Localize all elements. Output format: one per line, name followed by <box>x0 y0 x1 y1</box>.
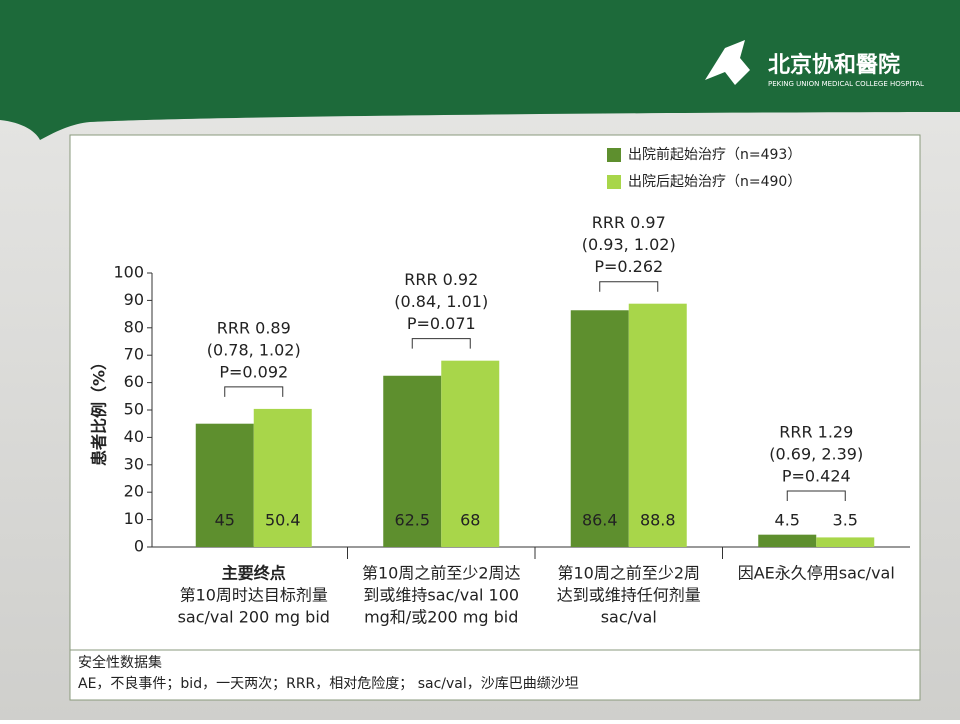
value-label: 50.4 <box>265 511 301 530</box>
bar <box>816 537 875 547</box>
footer-text: AE，不良事件；bid，一天两次；RRR，相对危险度； sac/val，沙库巴曲… <box>78 676 579 692</box>
rrr-annotation: (0.69, 2.39) <box>769 445 863 464</box>
rrr-bracket <box>411 338 471 349</box>
rrr-bracket <box>224 386 284 397</box>
y-tick-label: 90 <box>124 290 144 309</box>
y-tick-label: 50 <box>124 400 144 419</box>
x-tick-label: sac/val <box>601 608 657 627</box>
x-tick-label: 因AE永久停用sac/val <box>738 564 895 583</box>
y-tick-label: 80 <box>124 317 144 336</box>
bar <box>383 375 442 547</box>
footer-title: 安全性数据集 <box>78 654 162 671</box>
x-tick-label: mg和/或200 mg bid <box>364 608 518 627</box>
bar <box>628 303 687 547</box>
x-tick-label: 第10周时达目标剂量 <box>180 586 328 605</box>
bar <box>253 408 312 547</box>
value-label: 62.5 <box>394 511 430 530</box>
bar <box>570 310 629 547</box>
rrr-annotation: RRR 0.97 <box>592 213 666 232</box>
rrr-annotation: P=0.071 <box>407 314 476 333</box>
logo-name: 北京协和醫院 <box>768 52 900 78</box>
header-band <box>0 0 960 140</box>
rrr-annotation: P=0.262 <box>594 257 663 276</box>
rrr-annotation: P=0.092 <box>219 362 288 381</box>
rrr-annotation: P=0.424 <box>782 467 851 486</box>
legend-label: 出院前起始治疗（n=493） <box>628 146 801 163</box>
footer-box <box>69 649 921 701</box>
legend-swatch <box>607 175 621 189</box>
value-label: 68 <box>460 511 480 530</box>
bar <box>441 360 500 547</box>
y-tick-label: 10 <box>124 509 144 528</box>
value-label: 88.8 <box>640 511 676 530</box>
x-tick-label: 第10周之前至少2周 <box>557 564 700 583</box>
legend-label: 出院后起始治疗（n=490） <box>628 174 801 190</box>
rrr-bracket <box>786 490 846 501</box>
bar <box>195 423 254 547</box>
value-label: 4.5 <box>775 511 800 530</box>
x-tick-label: 第10周之前至少2周达 <box>362 564 521 583</box>
x-tick-label: sac/val 200 mg bid <box>178 608 330 627</box>
x-tick-label: 主要终点 <box>222 564 286 583</box>
y-tick-label: 60 <box>124 372 144 391</box>
rrr-bracket <box>599 281 659 292</box>
rrr-annotation: RRR 0.92 <box>404 270 478 289</box>
x-tick-label: 到或维持sac/val 100 <box>363 586 519 605</box>
y-tick-label: 70 <box>124 345 144 364</box>
y-tick-label: 0 <box>134 537 144 556</box>
y-axis-label: 患者比例（%） <box>90 354 109 466</box>
value-label: 45 <box>215 511 235 530</box>
rrr-annotation: (0.84, 1.01) <box>394 292 488 311</box>
logo-icon <box>705 40 750 85</box>
value-label: 3.5 <box>833 511 858 530</box>
rrr-annotation: RRR 1.29 <box>779 423 853 442</box>
bar <box>758 534 817 547</box>
rrr-annotation: RRR 0.89 <box>217 318 291 337</box>
rrr-annotation: (0.93, 1.02) <box>582 235 676 254</box>
x-tick-label: 达到或维持任何剂量 <box>557 586 701 605</box>
legend-swatch <box>607 148 621 162</box>
value-label: 86.4 <box>582 511 618 530</box>
rrr-annotation: (0.78, 1.02) <box>207 340 301 359</box>
y-tick-label: 30 <box>124 454 144 473</box>
logo-subtitle: PEKING UNION MEDICAL COLLEGE HOSPITAL <box>768 80 924 88</box>
y-tick-label: 20 <box>124 482 144 501</box>
y-tick-label: 100 <box>113 263 144 282</box>
y-tick-label: 40 <box>124 427 144 446</box>
